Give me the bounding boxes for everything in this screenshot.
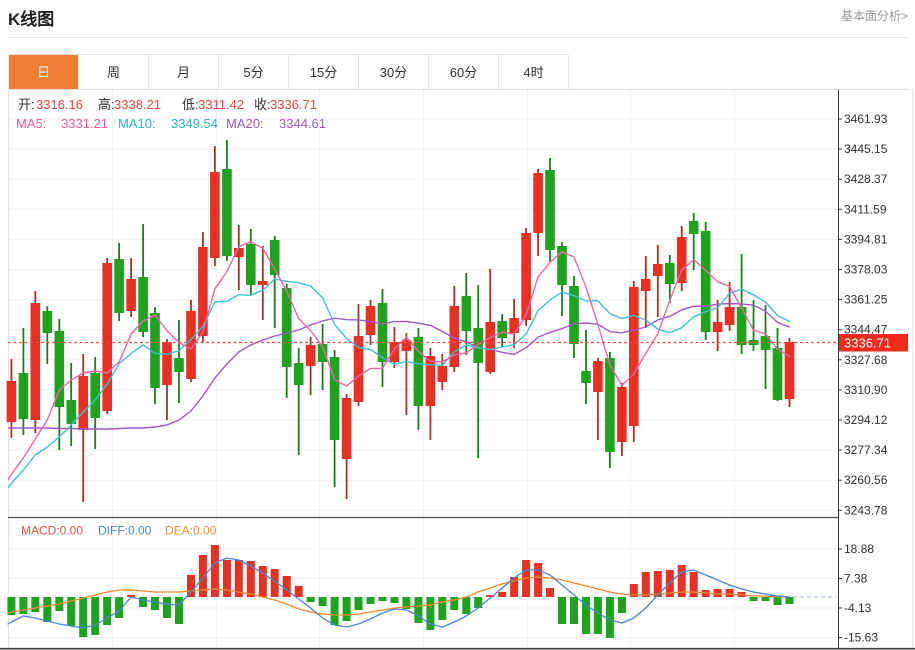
svg-text:3349.54: 3349.54: [171, 116, 218, 131]
svg-text:60分: 60分: [450, 65, 477, 80]
svg-text:18.88: 18.88: [844, 542, 874, 556]
svg-text:3294.12: 3294.12: [844, 413, 888, 427]
svg-text:3243.78: 3243.78: [844, 503, 888, 517]
svg-text:3344.61: 3344.61: [279, 116, 326, 131]
svg-text:3445.15: 3445.15: [844, 142, 888, 156]
svg-text:3310.90: 3310.90: [844, 383, 888, 397]
svg-text:3378.03: 3378.03: [844, 263, 888, 277]
svg-text:3311.42: 3311.42: [198, 97, 244, 112]
svg-text:DIFF:0.00: DIFF:0.00: [98, 524, 152, 538]
svg-text:MACD:0.00: MACD:0.00: [21, 524, 83, 538]
svg-text:3331.21: 3331.21: [61, 116, 108, 131]
svg-text:3338.21: 3338.21: [114, 97, 161, 112]
svg-text:基本面分析>: 基本面分析>: [841, 9, 908, 23]
svg-text:5分: 5分: [243, 65, 263, 80]
svg-text:7.38: 7.38: [844, 572, 868, 586]
svg-text:4时: 4时: [523, 65, 543, 80]
svg-text:低:: 低:: [182, 97, 199, 112]
svg-text:MA5:: MA5:: [16, 116, 46, 131]
svg-text:3361.25: 3361.25: [844, 293, 888, 307]
svg-text:月: 月: [177, 65, 190, 80]
svg-text:开:: 开:: [18, 97, 35, 112]
svg-text:3336.71: 3336.71: [270, 97, 317, 112]
svg-text:MA20:: MA20:: [226, 116, 264, 131]
svg-text:3428.37: 3428.37: [844, 172, 888, 186]
svg-text:3327.68: 3327.68: [844, 353, 888, 367]
svg-text:收:: 收:: [254, 97, 271, 112]
svg-text:3277.34: 3277.34: [844, 443, 888, 457]
svg-text:-4.13: -4.13: [844, 601, 872, 615]
svg-text:3344.47: 3344.47: [844, 323, 888, 337]
svg-text:3411.59: 3411.59: [844, 202, 887, 216]
svg-text:3394.81: 3394.81: [844, 232, 888, 246]
svg-text:高:: 高:: [98, 97, 115, 112]
svg-text:3316.16: 3316.16: [36, 97, 83, 112]
svg-text:MA10:: MA10:: [118, 116, 156, 131]
svg-text:3461.93: 3461.93: [844, 112, 888, 126]
svg-text:15分: 15分: [310, 65, 337, 80]
svg-text:3336.71: 3336.71: [844, 335, 891, 350]
svg-text:DEA:0.00: DEA:0.00: [165, 524, 217, 538]
svg-text:日: 日: [37, 65, 50, 80]
svg-text:30分: 30分: [380, 65, 407, 80]
svg-text:周: 周: [107, 65, 120, 80]
svg-text:3260.56: 3260.56: [844, 473, 888, 487]
svg-text:K线图: K线图: [8, 9, 54, 29]
svg-text:-15.63: -15.63: [844, 631, 878, 645]
